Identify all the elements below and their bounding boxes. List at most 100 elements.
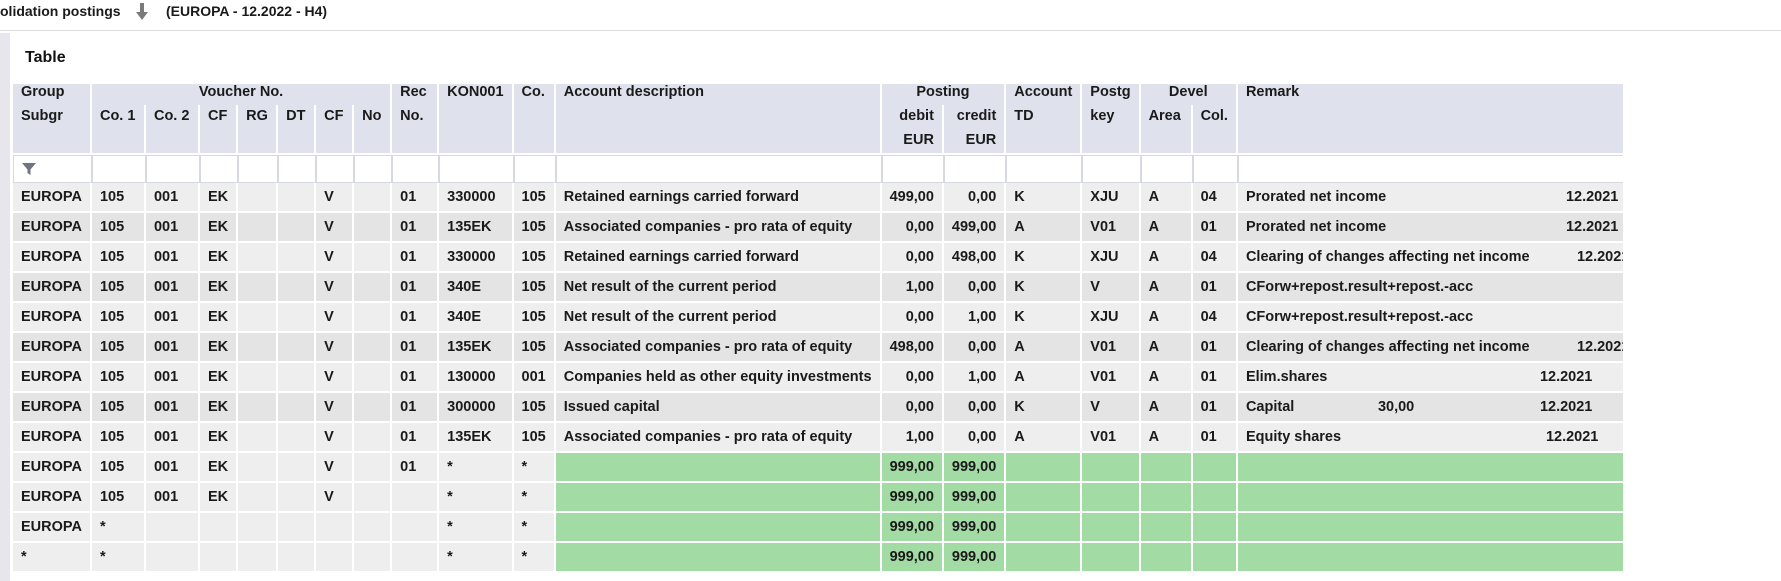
col-header-devel[interactable]: Devel — [1140, 84, 1238, 105]
filter-cell[interactable] — [555, 155, 882, 183]
col-header-co2[interactable]: Co. 2 — [145, 105, 200, 129]
cell-co: 001 — [513, 363, 556, 393]
filter-cell[interactable] — [392, 155, 440, 183]
cell-area: A — [1140, 183, 1193, 213]
filter-cell[interactable] — [1237, 155, 1623, 183]
col-header-cf[interactable]: CF — [199, 105, 239, 129]
col-header-credit[interactable]: credit — [943, 105, 1007, 129]
cell-group: EUROPA — [13, 303, 92, 333]
filter-cell[interactable] — [199, 155, 239, 183]
cell-rg — [238, 393, 279, 423]
filter-cell[interactable] — [513, 155, 556, 183]
filter-cell[interactable] — [278, 155, 317, 183]
cell-dt — [278, 453, 317, 483]
cell-rec: 01 — [392, 243, 440, 273]
total-row[interactable]: EUROPA 105 001 EK V * * 999,00 999,00 — [13, 483, 1623, 513]
total-row[interactable]: EUROPA * * * 999,00 999,00 — [13, 513, 1623, 543]
filter-row — [13, 155, 1623, 183]
filter-cell[interactable] — [145, 155, 200, 183]
col-header-kon001[interactable]: KON001 — [439, 84, 514, 105]
filter-cell[interactable] — [13, 155, 92, 183]
cell-rec: 01 — [392, 183, 440, 213]
col-header-subgr[interactable]: Subgr — [13, 105, 92, 129]
col-header-account[interactable]: Account — [1006, 84, 1083, 105]
cell-credit: 498,00 — [943, 243, 1007, 273]
col-header-co[interactable]: Co. — [513, 84, 556, 105]
table-row[interactable]: EUROPA 105 001 EK V 01 330000 105 Retained earni… — [13, 183, 1623, 213]
cell-co1: 105 — [91, 303, 146, 333]
col-header-dt[interactable]: DT — [278, 105, 317, 129]
filter-cell[interactable] — [354, 155, 393, 183]
col-header-col[interactable]: Col. — [1192, 105, 1238, 129]
table-row[interactable]: EUROPA 105 001 EK V 01 135EK 105 Associated comp… — [13, 333, 1623, 363]
cell-account-description: Retained earnings carried forward — [555, 183, 882, 213]
cell-postg-key: V01 — [1082, 213, 1141, 243]
cell-remark: CForw+repost.result+repost.-acc — [1237, 303, 1623, 333]
col-header-co1[interactable]: Co. 1 — [91, 105, 146, 129]
total-row[interactable]: EUROPA 105 001 EK V 01 * * 999,00 999,00 — [13, 453, 1623, 483]
cell-co: 105 — [513, 423, 556, 453]
cell-kon001: 135EK — [439, 423, 514, 453]
filter-cell[interactable] — [881, 155, 944, 183]
col-header-cf2[interactable]: CF — [316, 105, 355, 129]
cell-group: EUROPA — [13, 483, 92, 513]
total-row[interactable]: * * * * 999,00 999,00 — [13, 543, 1623, 573]
cell-remark: Capital 30,00 12.2021 — [1237, 393, 1623, 423]
table-row[interactable]: EUROPA 105 001 EK V 01 340E 105 Net result of th… — [13, 273, 1623, 303]
col-header-posting[interactable]: Posting — [881, 84, 1007, 105]
arrow-down-icon[interactable] — [134, 2, 150, 22]
col-header-rec[interactable]: Rec — [392, 84, 440, 105]
col-header-postg[interactable]: Postg — [1082, 84, 1141, 105]
filter-cell[interactable] — [439, 155, 514, 183]
cell-kon001: 340E — [439, 273, 514, 303]
filter-cell[interactable] — [1006, 155, 1083, 183]
cell-dt — [278, 303, 317, 333]
table-row[interactable]: EUROPA 105 001 EK V 01 300000 105 Issued capital… — [13, 393, 1623, 423]
cell-cf2: V — [316, 213, 355, 243]
filter-cell[interactable] — [238, 155, 279, 183]
remark-text: Clearing of changes affecting net income — [1245, 249, 1530, 265]
filter-cell[interactable] — [943, 155, 1007, 183]
cell-no — [354, 393, 393, 423]
filter-cell[interactable] — [1082, 155, 1141, 183]
cell-credit: 1,00 — [943, 303, 1007, 333]
filter-cell[interactable] — [316, 155, 355, 183]
table-row[interactable]: EUROPA 105 001 EK V 01 135EK 105 Associated comp… — [13, 213, 1623, 243]
table-row[interactable]: EUROPA 105 001 EK V 01 330000 105 Retained earni… — [13, 243, 1623, 273]
cell-col — [1192, 483, 1238, 513]
filter-cell[interactable] — [91, 155, 146, 183]
cell-kon001: * — [439, 513, 514, 543]
col-header-area[interactable]: Area — [1140, 105, 1193, 129]
cell-group: EUROPA — [13, 453, 92, 483]
cell-rec: 01 — [392, 303, 440, 333]
cell-co: 105 — [513, 183, 556, 213]
filter-cell[interactable] — [1192, 155, 1238, 183]
cell-td — [1006, 453, 1083, 483]
cell-no — [354, 453, 393, 483]
table-row[interactable]: EUROPA 105 001 EK V 01 130000 001 Companies held… — [13, 363, 1623, 393]
col-header-remark[interactable]: Remark — [1237, 84, 1623, 105]
col-header-rg[interactable]: RG — [238, 105, 279, 129]
cell-group: EUROPA — [13, 363, 92, 393]
cell-account-description: Net result of the current period — [555, 273, 882, 303]
cell-postg-key: V01 — [1082, 363, 1141, 393]
filter-cell[interactable] — [1140, 155, 1193, 183]
filter-icon[interactable] — [22, 162, 36, 176]
cell-postg-key: V — [1082, 393, 1141, 423]
cell-col — [1192, 513, 1238, 543]
cell-credit: 999,00 — [943, 483, 1007, 513]
cell-col: 04 — [1192, 243, 1238, 273]
cell-account-description — [555, 483, 882, 513]
col-header-voucher-no[interactable]: Voucher No. — [91, 84, 393, 105]
cell-postg-key — [1082, 483, 1141, 513]
cell-remark — [1237, 513, 1623, 543]
col-header-account-description[interactable]: Account description — [555, 84, 882, 105]
cell-td: K — [1006, 183, 1083, 213]
col-header-group[interactable]: Group — [13, 84, 92, 105]
table-row[interactable]: EUROPA 105 001 EK V 01 340E 105 Net result of th… — [13, 303, 1623, 333]
cell-dt — [278, 183, 317, 213]
table-row[interactable]: EUROPA 105 001 EK V 01 135EK 105 Associated comp… — [13, 423, 1623, 453]
col-header-no[interactable]: No — [354, 105, 393, 129]
remark-date: 12.2021 — [1565, 189, 1619, 205]
col-header-debit[interactable]: debit — [881, 105, 944, 129]
